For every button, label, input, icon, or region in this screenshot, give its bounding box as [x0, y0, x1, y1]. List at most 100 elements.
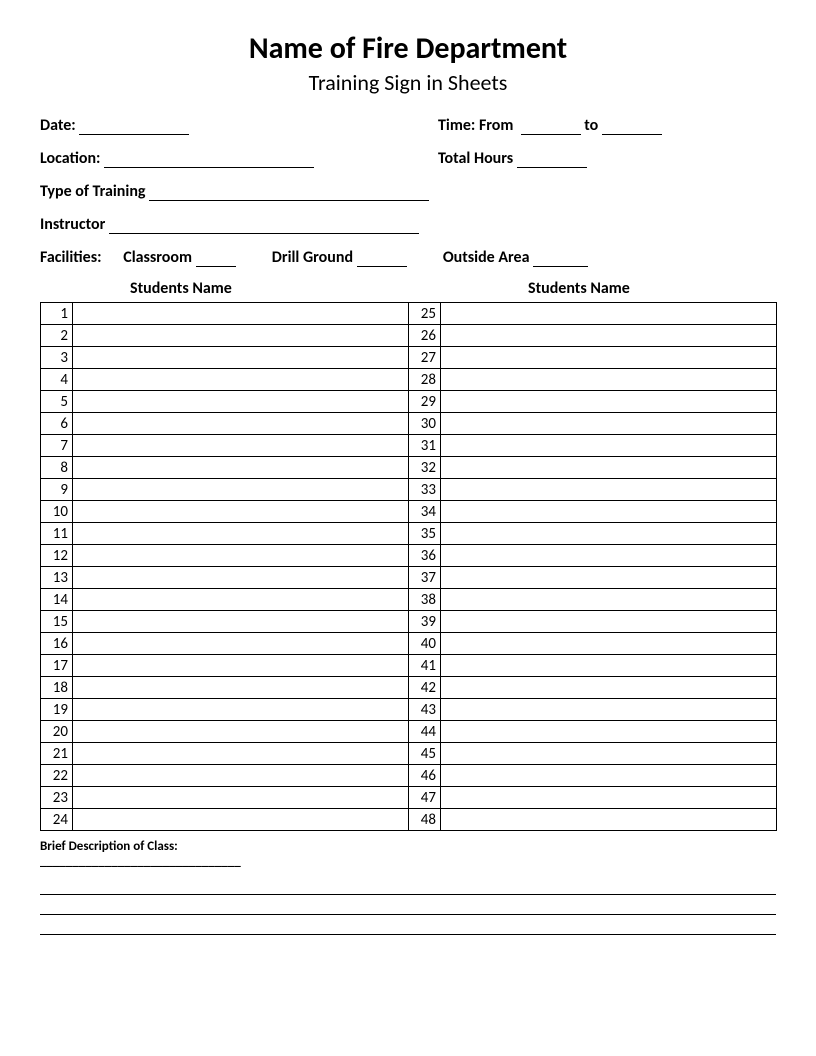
- page-title: Name of Fire Department: [40, 30, 776, 67]
- desc-line[interactable]: [40, 879, 776, 895]
- table-row: 1842: [41, 677, 777, 699]
- name-cell-right[interactable]: [441, 567, 777, 589]
- name-cell-left[interactable]: [73, 677, 409, 699]
- table-row: 933: [41, 479, 777, 501]
- table-row: 1741: [41, 655, 777, 677]
- name-cell-right[interactable]: [441, 391, 777, 413]
- row-number-left: 21: [41, 743, 73, 765]
- name-cell-right[interactable]: [441, 325, 777, 347]
- name-cell-right[interactable]: [441, 743, 777, 765]
- row-number-left: 18: [41, 677, 73, 699]
- name-cell-left[interactable]: [73, 655, 409, 677]
- row-number-right: 32: [409, 457, 441, 479]
- name-cell-right[interactable]: [441, 589, 777, 611]
- name-cell-right[interactable]: [441, 787, 777, 809]
- name-cell-left[interactable]: [73, 787, 409, 809]
- name-cell-left[interactable]: [73, 523, 409, 545]
- name-cell-right[interactable]: [441, 501, 777, 523]
- name-cell-left[interactable]: [73, 347, 409, 369]
- name-cell-right[interactable]: [441, 721, 777, 743]
- row-number-left: 7: [41, 435, 73, 457]
- row-facilities: Facilities: Classroom Drill Ground Outsi…: [40, 248, 776, 267]
- instructor-blank[interactable]: [109, 233, 419, 234]
- drill-ground-blank[interactable]: [357, 266, 407, 267]
- name-cell-left[interactable]: [73, 743, 409, 765]
- time-from-blank[interactable]: [521, 134, 581, 135]
- name-cell-right[interactable]: [441, 523, 777, 545]
- row-number-right: 28: [409, 369, 441, 391]
- name-cell-right[interactable]: [441, 457, 777, 479]
- row-number-right: 43: [409, 699, 441, 721]
- name-cell-left[interactable]: [73, 303, 409, 325]
- name-cell-left[interactable]: [73, 567, 409, 589]
- type-training-label: Type of Training: [40, 182, 146, 201]
- name-cell-left[interactable]: [73, 611, 409, 633]
- name-cell-left[interactable]: [73, 809, 409, 831]
- row-number-left: 13: [41, 567, 73, 589]
- table-row: 8 32: [41, 457, 777, 479]
- name-cell-left[interactable]: [73, 699, 409, 721]
- table-row: 428: [41, 369, 777, 391]
- row-number-right: 35: [409, 523, 441, 545]
- desc-line[interactable]: [40, 919, 776, 935]
- name-cell-left[interactable]: [73, 589, 409, 611]
- table-row: 7 31: [41, 435, 777, 457]
- name-cell-left[interactable]: [73, 413, 409, 435]
- column-headers: Students Name Students Name: [40, 279, 776, 298]
- name-cell-right[interactable]: [441, 809, 777, 831]
- table-row: 1034: [41, 501, 777, 523]
- row-number-right: 39: [409, 611, 441, 633]
- name-cell-right[interactable]: [441, 765, 777, 787]
- row-number-left: 5: [41, 391, 73, 413]
- name-cell-left[interactable]: [73, 369, 409, 391]
- desc-line[interactable]: [40, 899, 776, 915]
- outside-area-blank[interactable]: [533, 266, 588, 267]
- date-blank[interactable]: [79, 134, 189, 135]
- row-number-left: 12: [41, 545, 73, 567]
- date-label: Date:: [40, 116, 76, 135]
- row-number-left: 8: [41, 457, 73, 479]
- total-hours-blank[interactable]: [517, 167, 587, 168]
- row-number-right: 29: [409, 391, 441, 413]
- name-cell-right[interactable]: [441, 545, 777, 567]
- name-cell-right[interactable]: [441, 677, 777, 699]
- col-header-right: Students Name: [408, 279, 776, 298]
- row-number-right: 37: [409, 567, 441, 589]
- row-type-training: Type of Training: [40, 182, 776, 201]
- name-cell-left[interactable]: [73, 501, 409, 523]
- name-cell-left[interactable]: [73, 457, 409, 479]
- name-cell-right[interactable]: [441, 435, 777, 457]
- row-number-right: 34: [409, 501, 441, 523]
- name-cell-right[interactable]: [441, 611, 777, 633]
- time-to-blank[interactable]: [602, 134, 662, 135]
- row-number-left: 1: [41, 303, 73, 325]
- name-cell-right[interactable]: [441, 699, 777, 721]
- location-blank[interactable]: [104, 167, 314, 168]
- name-cell-left[interactable]: [73, 435, 409, 457]
- type-training-blank[interactable]: [149, 200, 429, 201]
- row-number-right: 45: [409, 743, 441, 765]
- name-cell-left[interactable]: [73, 545, 409, 567]
- name-cell-right[interactable]: [441, 303, 777, 325]
- name-cell-right[interactable]: [441, 655, 777, 677]
- name-cell-left[interactable]: [73, 391, 409, 413]
- col-header-left: Students Name: [40, 279, 408, 298]
- row-number-right: 40: [409, 633, 441, 655]
- row-number-right: 38: [409, 589, 441, 611]
- name-cell-left[interactable]: [73, 479, 409, 501]
- table-row: 327: [41, 347, 777, 369]
- name-cell-right[interactable]: [441, 633, 777, 655]
- name-cell-right[interactable]: [441, 413, 777, 435]
- name-cell-right[interactable]: [441, 369, 777, 391]
- classroom-blank[interactable]: [196, 266, 236, 267]
- name-cell-left[interactable]: [73, 325, 409, 347]
- signin-table: 1252263274285296307318329331034113512361…: [40, 302, 777, 831]
- name-cell-right[interactable]: [441, 479, 777, 501]
- row-number-right: 31: [409, 435, 441, 457]
- name-cell-left[interactable]: [73, 765, 409, 787]
- drill-ground-label: Drill Ground: [272, 248, 353, 267]
- name-cell-left[interactable]: [73, 721, 409, 743]
- table-row: 1640: [41, 633, 777, 655]
- name-cell-left[interactable]: [73, 633, 409, 655]
- name-cell-right[interactable]: [441, 347, 777, 369]
